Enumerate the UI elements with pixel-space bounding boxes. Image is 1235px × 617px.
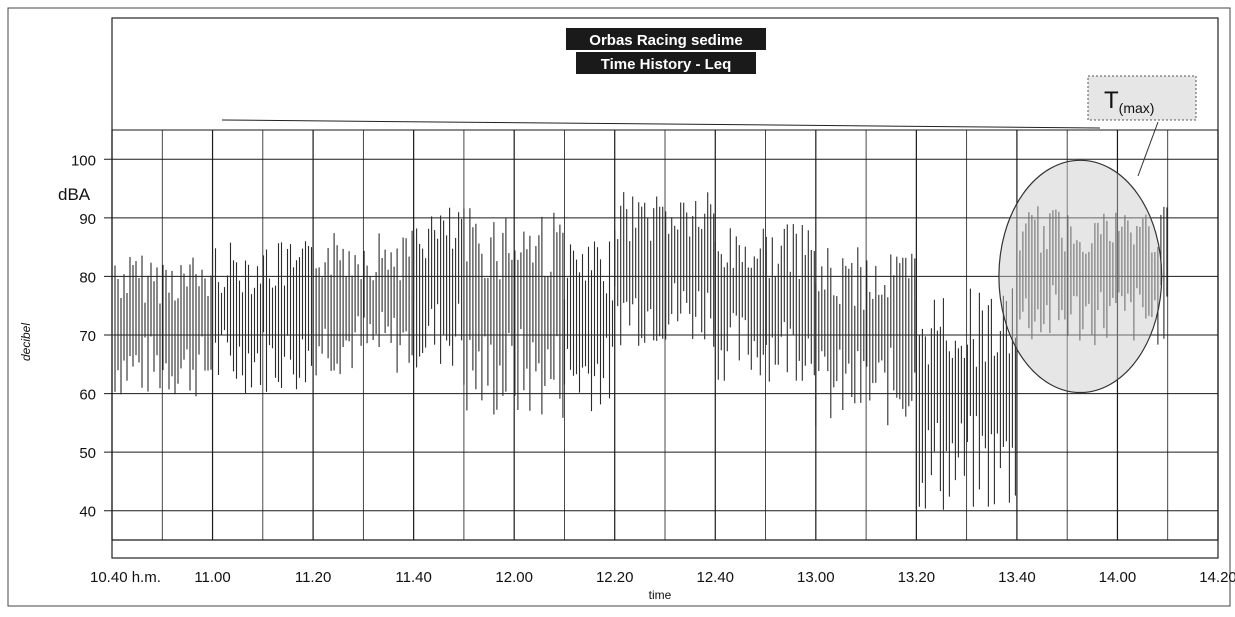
x-tick-label: 11.40 — [395, 569, 431, 586]
y-tick-label: 50 — [79, 445, 96, 462]
chart-subtitle-text: Time History - Leq — [601, 56, 732, 73]
x-tick-label: 13.20 — [898, 569, 936, 586]
title-bg — [566, 28, 766, 50]
tmax-annotation: T(max) — [998, 75, 1197, 394]
x-axis-label: time — [649, 588, 672, 602]
tmax-leader-line — [1137, 121, 1159, 177]
x-tick-label: 14.00 — [1099, 569, 1137, 586]
x-tick-label: 12.40 — [696, 569, 734, 586]
x-tick-label: 13.00 — [797, 569, 835, 586]
outer-frame — [7, 7, 1231, 607]
y-tick-label: 60 — [79, 387, 96, 404]
chart-title: Orbas Racing sedime Time History - Leq — [566, 28, 766, 74]
x-tick-label: 11.00 — [194, 569, 230, 586]
subtitle-bg — [576, 52, 756, 74]
tmax-ellipse — [998, 159, 1163, 394]
x-tick-label: 11.20 — [295, 569, 331, 586]
x-tick-label: 12.20 — [596, 569, 634, 586]
trace-layer — [111, 192, 1168, 510]
y-tick-label: 70 — [79, 328, 96, 345]
y-tick-label: 80 — [79, 269, 96, 286]
y-tick-labels: 40 50 60 70 80 90 100 — [71, 152, 96, 520]
x-tick-label: 13.40 — [998, 569, 1036, 586]
tmax-label-box — [1087, 75, 1197, 121]
x-tick-label: 12.00 — [495, 569, 533, 586]
x-tick-labels: 11.00 11.20 11.40 12.00 12.20 12.40 13.00 13.20… — [194, 569, 1235, 586]
x-tick-label: 14.20 — [1199, 569, 1235, 586]
y-tick-label: 40 — [79, 504, 96, 521]
y-tick-label: 100 — [71, 152, 96, 169]
y-axis-label: decibel — [19, 323, 33, 361]
y-tick-label: 90 — [79, 211, 96, 228]
top-decor-line — [221, 119, 1101, 129]
tmax-label-text: T(max) — [1104, 87, 1154, 116]
x-start-label: 10.40 h.m. — [90, 569, 161, 586]
chart-title-text: Orbas Racing sedime — [589, 32, 742, 49]
y-unit-label: dBA — [58, 185, 91, 204]
